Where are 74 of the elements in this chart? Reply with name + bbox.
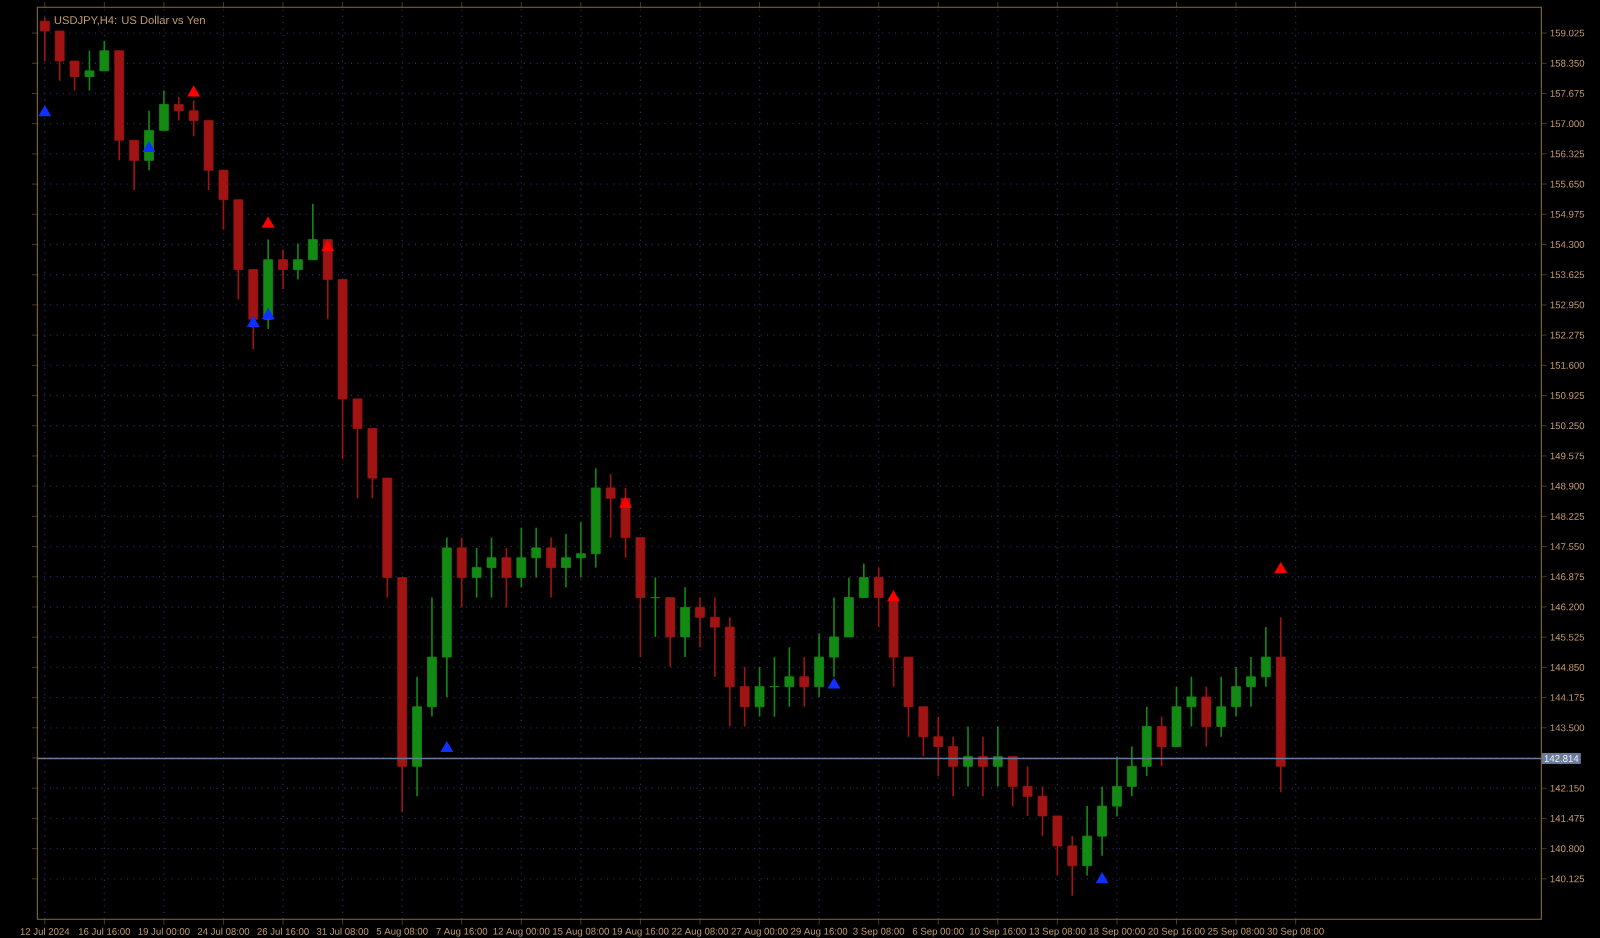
point xyxy=(827,677,841,689)
point xyxy=(1095,872,1109,884)
candlestick xyxy=(39,16,50,62)
point xyxy=(262,216,275,228)
candlestick xyxy=(531,526,542,579)
candlestick xyxy=(948,735,958,798)
candlestick xyxy=(1156,715,1167,768)
candlestick xyxy=(1201,685,1212,748)
candlestick xyxy=(173,96,184,122)
candlestick xyxy=(456,536,467,609)
candlestick xyxy=(575,521,586,579)
candlestick xyxy=(1126,745,1137,798)
candlestick xyxy=(1067,835,1078,897)
candlestick xyxy=(858,562,869,599)
candlestick xyxy=(1082,805,1093,877)
candlestick xyxy=(1007,755,1018,807)
candlestick xyxy=(501,547,512,609)
candlestick xyxy=(1246,656,1256,708)
candlestick xyxy=(1052,815,1063,877)
candlestick xyxy=(1260,626,1271,688)
candlestick xyxy=(352,398,363,500)
candlestick xyxy=(799,656,810,708)
candlestick xyxy=(159,89,169,132)
point xyxy=(142,141,156,153)
candlestick xyxy=(829,596,839,678)
point xyxy=(187,85,200,97)
point xyxy=(247,316,260,328)
candlestick xyxy=(754,666,765,718)
candlestick xyxy=(188,99,199,138)
candlestick xyxy=(516,526,527,589)
candlestick xyxy=(307,202,318,261)
candlestick xyxy=(1141,705,1152,777)
candlestick xyxy=(99,40,110,72)
candlestick xyxy=(1231,666,1241,718)
candlestick xyxy=(1186,675,1197,728)
candlestick xyxy=(218,169,229,231)
candlestick xyxy=(963,725,973,788)
point xyxy=(440,741,453,753)
candlestick xyxy=(69,60,80,92)
candlestick xyxy=(784,646,795,708)
point xyxy=(1274,562,1287,574)
candlestick xyxy=(710,596,720,678)
candlestick xyxy=(873,566,884,628)
point xyxy=(262,308,275,319)
candlestick xyxy=(129,139,139,191)
candlestick xyxy=(546,536,556,599)
candlestick xyxy=(933,715,944,777)
candlestick xyxy=(293,242,303,281)
candlestick xyxy=(1112,755,1122,817)
candlestick xyxy=(680,586,690,658)
candlestick xyxy=(278,248,288,291)
candlestick xyxy=(84,49,95,92)
candlestick xyxy=(1171,685,1182,748)
candlestick xyxy=(561,533,571,589)
candlestick xyxy=(814,632,824,698)
candlestick xyxy=(1037,785,1048,837)
candlestick xyxy=(1216,675,1227,738)
candlestick xyxy=(1097,785,1107,857)
point xyxy=(887,590,900,602)
point xyxy=(321,240,334,252)
candlestick xyxy=(486,536,497,599)
candlestick xyxy=(665,596,676,668)
point xyxy=(619,497,632,508)
candlestick xyxy=(844,576,854,638)
candlestick xyxy=(978,735,988,798)
candlestick xyxy=(1022,765,1033,817)
point xyxy=(38,105,51,117)
candlestick xyxy=(739,666,750,728)
candlestick xyxy=(918,705,929,758)
candlestick xyxy=(605,473,616,539)
candlestick xyxy=(992,725,1003,788)
candlestick xyxy=(695,596,705,649)
candlestick xyxy=(54,30,65,82)
candlestick xyxy=(471,547,482,599)
